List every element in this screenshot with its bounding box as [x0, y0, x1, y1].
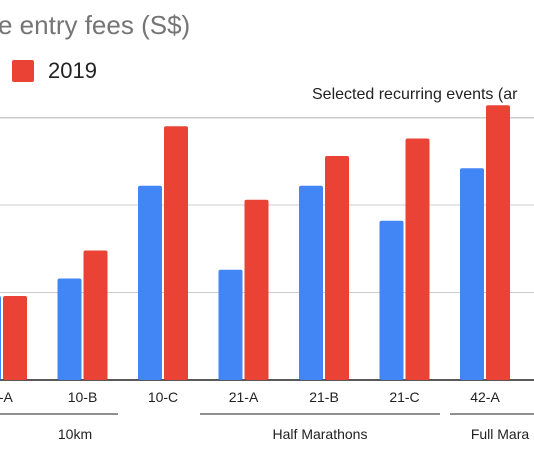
bar-2019-21-c — [405, 138, 430, 380]
bar-2019-21-b — [325, 156, 349, 380]
bar-series-1-21-b — [299, 185, 323, 380]
group-label-1: Half Marathons — [273, 426, 368, 442]
bar-2019-42-a — [486, 105, 510, 380]
bar-series-1-21-c — [379, 220, 404, 380]
bar-series-1-10-b — [57, 278, 82, 380]
bar-2019-21-a — [244, 199, 269, 380]
bar-series-1-42-a — [460, 168, 484, 380]
x-tick-label-21-a: 21-A — [229, 389, 259, 405]
x-tick-label-10-b: 10-B — [68, 389, 98, 405]
x-tick-label-21-b: 21-B — [309, 389, 339, 405]
chart-subtitle: Selected recurring events (ar — [312, 86, 518, 103]
legend: 2019 — [12, 58, 97, 84]
x-tick-label-21-c: 21-C — [389, 389, 419, 405]
bar-2019-10-b — [83, 250, 108, 380]
x-tick-label-42-a: 42-A — [470, 389, 500, 405]
x-tick-label-10-c: 10-C — [148, 389, 178, 405]
bar-series-1-21-a — [218, 269, 243, 380]
legend-label-2019: 2019 — [48, 58, 97, 83]
group-label-0: 10km — [58, 426, 92, 442]
legend-swatch-2019 — [12, 60, 34, 82]
bar-2019-10-c — [164, 126, 188, 380]
x-tick-label-10-a: 0-A — [0, 389, 14, 405]
group-label-2: Full Mara — [471, 426, 530, 442]
bar-series-1-10-a — [0, 296, 1, 380]
bar-2019-10-a — [3, 296, 27, 380]
bar-series-1-10-c — [138, 185, 162, 380]
chart-title: e entry fees (S$) — [0, 10, 191, 40]
